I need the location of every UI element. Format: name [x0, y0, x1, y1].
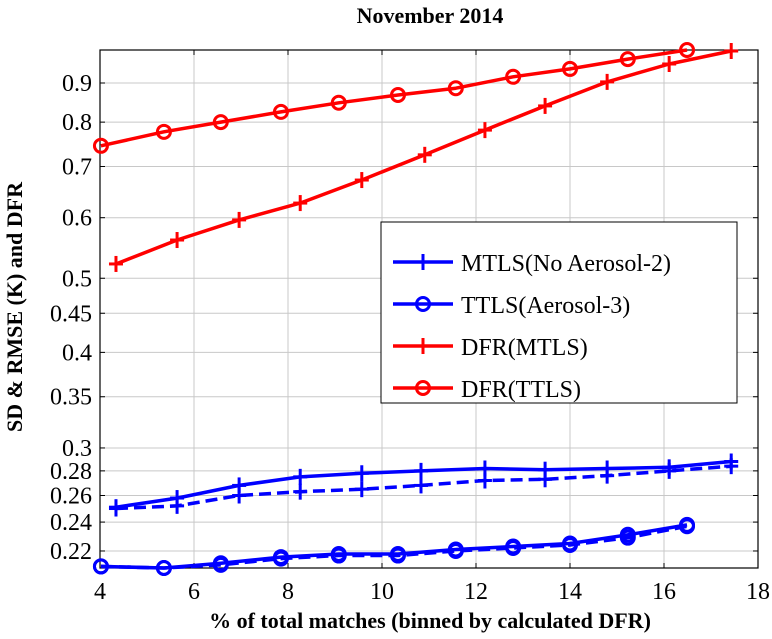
x-tick-label: 8: [282, 579, 294, 605]
y-tick-label: 0.26: [50, 483, 92, 509]
legend-label: TTLS(Aerosol-3): [461, 293, 630, 319]
x-tick-label: 14: [558, 579, 582, 605]
x-tick-label: 12: [464, 579, 488, 605]
legend-item: MTLS(No Aerosol-2): [393, 251, 671, 277]
y-tick-label: 0.28: [50, 459, 92, 485]
legend-item: TTLS(Aerosol-3): [393, 293, 630, 319]
y-tick-label: 0.8: [62, 110, 92, 136]
series-dfr-ttls-: [92, 41, 696, 154]
series-ttls-aerosol-3-dashed: [92, 518, 696, 577]
legend: MTLS(No Aerosol-2) TTLS(Aerosol-3) DFR(MTL…: [380, 221, 738, 404]
y-tick-label: 0.5: [62, 266, 92, 292]
y-tick-label: 0.45: [50, 301, 92, 327]
x-tick-label: 6: [188, 579, 200, 605]
series-group: [92, 41, 739, 577]
y-tick-label: 0.7: [62, 154, 92, 180]
legend-label: DFR(TTLS): [461, 377, 581, 403]
y-tick-label: 0.4: [62, 340, 92, 366]
y-tick-label: 0.22: [50, 539, 92, 565]
y-tick-label: 0.9: [62, 71, 92, 97]
series-dfr-mtls-: [108, 43, 739, 272]
legend-label: DFR(MTLS): [461, 335, 588, 361]
y-tick-labels: 0.22 0.240.260.280.3 0.35 0.4 0.45 0.5 0.6 0.7 0…: [50, 71, 92, 565]
legend-item: DFR(MTLS): [393, 335, 588, 361]
y-tick-label: 0.35: [50, 385, 92, 411]
x-tick-label: 16: [652, 579, 676, 605]
legend-item: DFR(TTLS): [393, 377, 581, 403]
y-tick-label: 0.24: [50, 510, 92, 536]
x-axis-label: % of total matches (binned by calculated…: [209, 608, 651, 633]
x-tick-labels: 4 6 8 10 12 14 16 18: [94, 579, 770, 605]
y-tick-label: 0.3: [62, 436, 92, 462]
y-tick-label: 0.6: [62, 206, 92, 232]
legend-label: MTLS(No Aerosol-2): [461, 251, 671, 277]
series-mtls-no-aerosol-2-: [108, 453, 739, 516]
x-tick-label: 4: [94, 579, 106, 605]
y-axis-label: SD & RMSE (K) and DFR: [2, 181, 27, 432]
legend-box: [380, 221, 738, 404]
x-tick-label: 10: [370, 579, 394, 605]
x-tick-label: 18: [746, 579, 770, 605]
series-mtls-no-aerosol-2-dashed: [108, 458, 739, 517]
plot-frame: [99, 49, 759, 569]
chart-title: November 2014: [357, 3, 504, 28]
